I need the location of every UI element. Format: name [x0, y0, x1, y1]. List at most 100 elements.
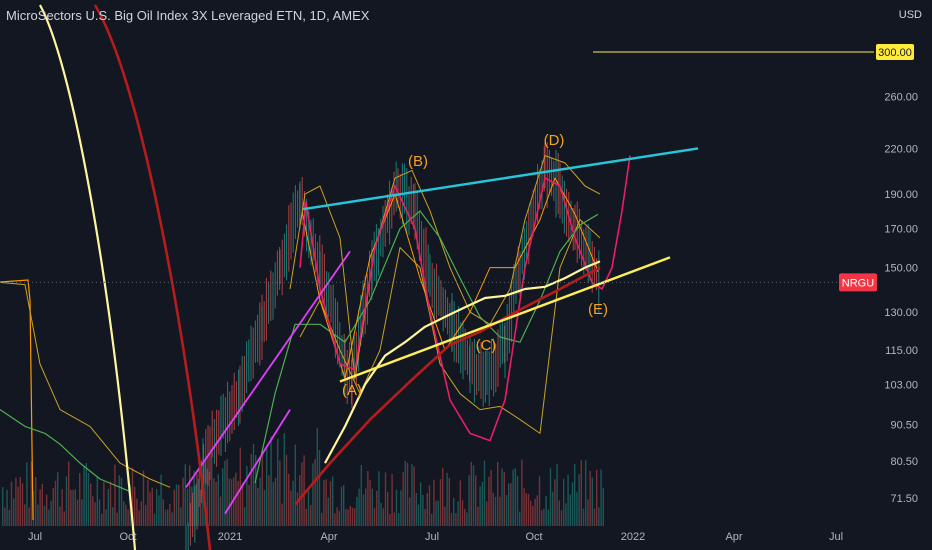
volume-bar [554, 479, 556, 526]
volume-bar [578, 474, 580, 526]
volume-bar [63, 511, 65, 526]
volume-bar [593, 508, 596, 526]
volume-bar [158, 495, 160, 526]
volume-bar [598, 507, 600, 526]
volume-bar [21, 483, 24, 526]
volume-bar [580, 460, 582, 526]
x-tick-label: Jul [28, 531, 42, 543]
volume-bar [543, 508, 545, 526]
volume-bar [527, 494, 530, 526]
volume-bar [312, 463, 314, 526]
volume-bar [246, 466, 248, 526]
volume-bar [74, 489, 76, 526]
volume-bar [142, 470, 145, 526]
volume-bar [266, 448, 268, 526]
volume-bar [563, 479, 565, 526]
volume-bar [358, 488, 360, 526]
volume-bar [569, 494, 571, 526]
volume-bar [558, 500, 560, 526]
volume-bar [65, 476, 68, 526]
y-tick-label: 90.50 [890, 420, 918, 432]
volume-bar [136, 498, 138, 526]
volume-bar [219, 496, 222, 526]
volume-bar [457, 501, 459, 526]
volume-bar [384, 472, 387, 526]
volume-bar [499, 496, 501, 526]
volume-bar [305, 508, 307, 526]
volume-bar [248, 484, 250, 526]
volume-bar [6, 489, 8, 526]
volume-bar [81, 499, 83, 526]
volume-bar [505, 495, 508, 526]
currency-label[interactable]: USD [898, 9, 922, 21]
volume-bar [534, 498, 536, 526]
y-tick-label: 190.00 [884, 189, 918, 201]
volume-bar [208, 472, 211, 526]
volume-bar [365, 488, 367, 526]
volume-bar [213, 478, 215, 526]
y-tick-label: 103.00 [884, 380, 918, 392]
volume-bar [101, 513, 103, 526]
volume-bar [426, 493, 428, 526]
volume-bar [61, 489, 63, 526]
volume-bar [239, 447, 241, 526]
volume-bar [83, 466, 85, 526]
symbol-tag-bg [839, 273, 877, 292]
volume-bar [501, 468, 503, 526]
volume-bar [516, 476, 519, 526]
volume-bar [169, 503, 171, 526]
volume-bar [215, 481, 217, 526]
x-tick-label: Oct [525, 531, 542, 543]
volume-bar [325, 479, 327, 526]
volume-bar [437, 500, 439, 526]
axes: 71.50 80.50 90.50 103.00 115.00 130.00 150.00 1… [28, 44, 918, 543]
volume-bar [503, 472, 505, 526]
volume-bar [30, 461, 32, 526]
volume-bar [380, 502, 382, 526]
volume-bar [538, 476, 541, 526]
lower-band [299, 219, 601, 434]
early-price-line [0, 279, 34, 521]
magenta-channel-lower [224, 409, 291, 515]
volume-bar [393, 512, 395, 526]
volume-bar [184, 464, 186, 526]
price-drawings [0, 4, 874, 550]
volume-bar [468, 475, 470, 526]
volume-bar [283, 433, 285, 526]
volume-bar [318, 449, 321, 526]
volume-bar [525, 493, 527, 526]
volume-bar [180, 507, 182, 526]
volume-bar [371, 488, 373, 526]
volume-bar [79, 473, 81, 526]
volume-bar [41, 483, 43, 526]
volume-bar [450, 513, 453, 526]
x-tick-label: Jul [425, 531, 439, 543]
volume-bar [120, 477, 123, 526]
y-tick-label: 130.00 [884, 307, 918, 319]
volume-bar [323, 480, 325, 526]
volume-bar [244, 507, 246, 526]
volume-bar [175, 484, 178, 526]
wave-label: (B) [408, 153, 428, 170]
volume-bar [8, 509, 10, 526]
volume-bar [116, 512, 118, 526]
volume-bar [32, 490, 35, 526]
volume-bar [591, 477, 593, 526]
volume-bar [514, 468, 516, 526]
volume-bar [512, 469, 514, 526]
volume-bar [274, 477, 277, 526]
volume-bar [90, 483, 92, 526]
volume-bar [255, 455, 257, 526]
volume-bar [415, 492, 417, 526]
symbol-tag: NRGU [839, 273, 877, 292]
volume-bar [433, 479, 435, 526]
volume-bar [85, 463, 87, 526]
volume-bar [343, 485, 345, 526]
y-tick-label: 71.50 [890, 493, 918, 505]
volume-bar [444, 506, 446, 526]
volume-bar [576, 492, 578, 526]
volume-bar [182, 477, 184, 526]
volume-bar [294, 444, 296, 526]
volume-bar [367, 471, 369, 526]
